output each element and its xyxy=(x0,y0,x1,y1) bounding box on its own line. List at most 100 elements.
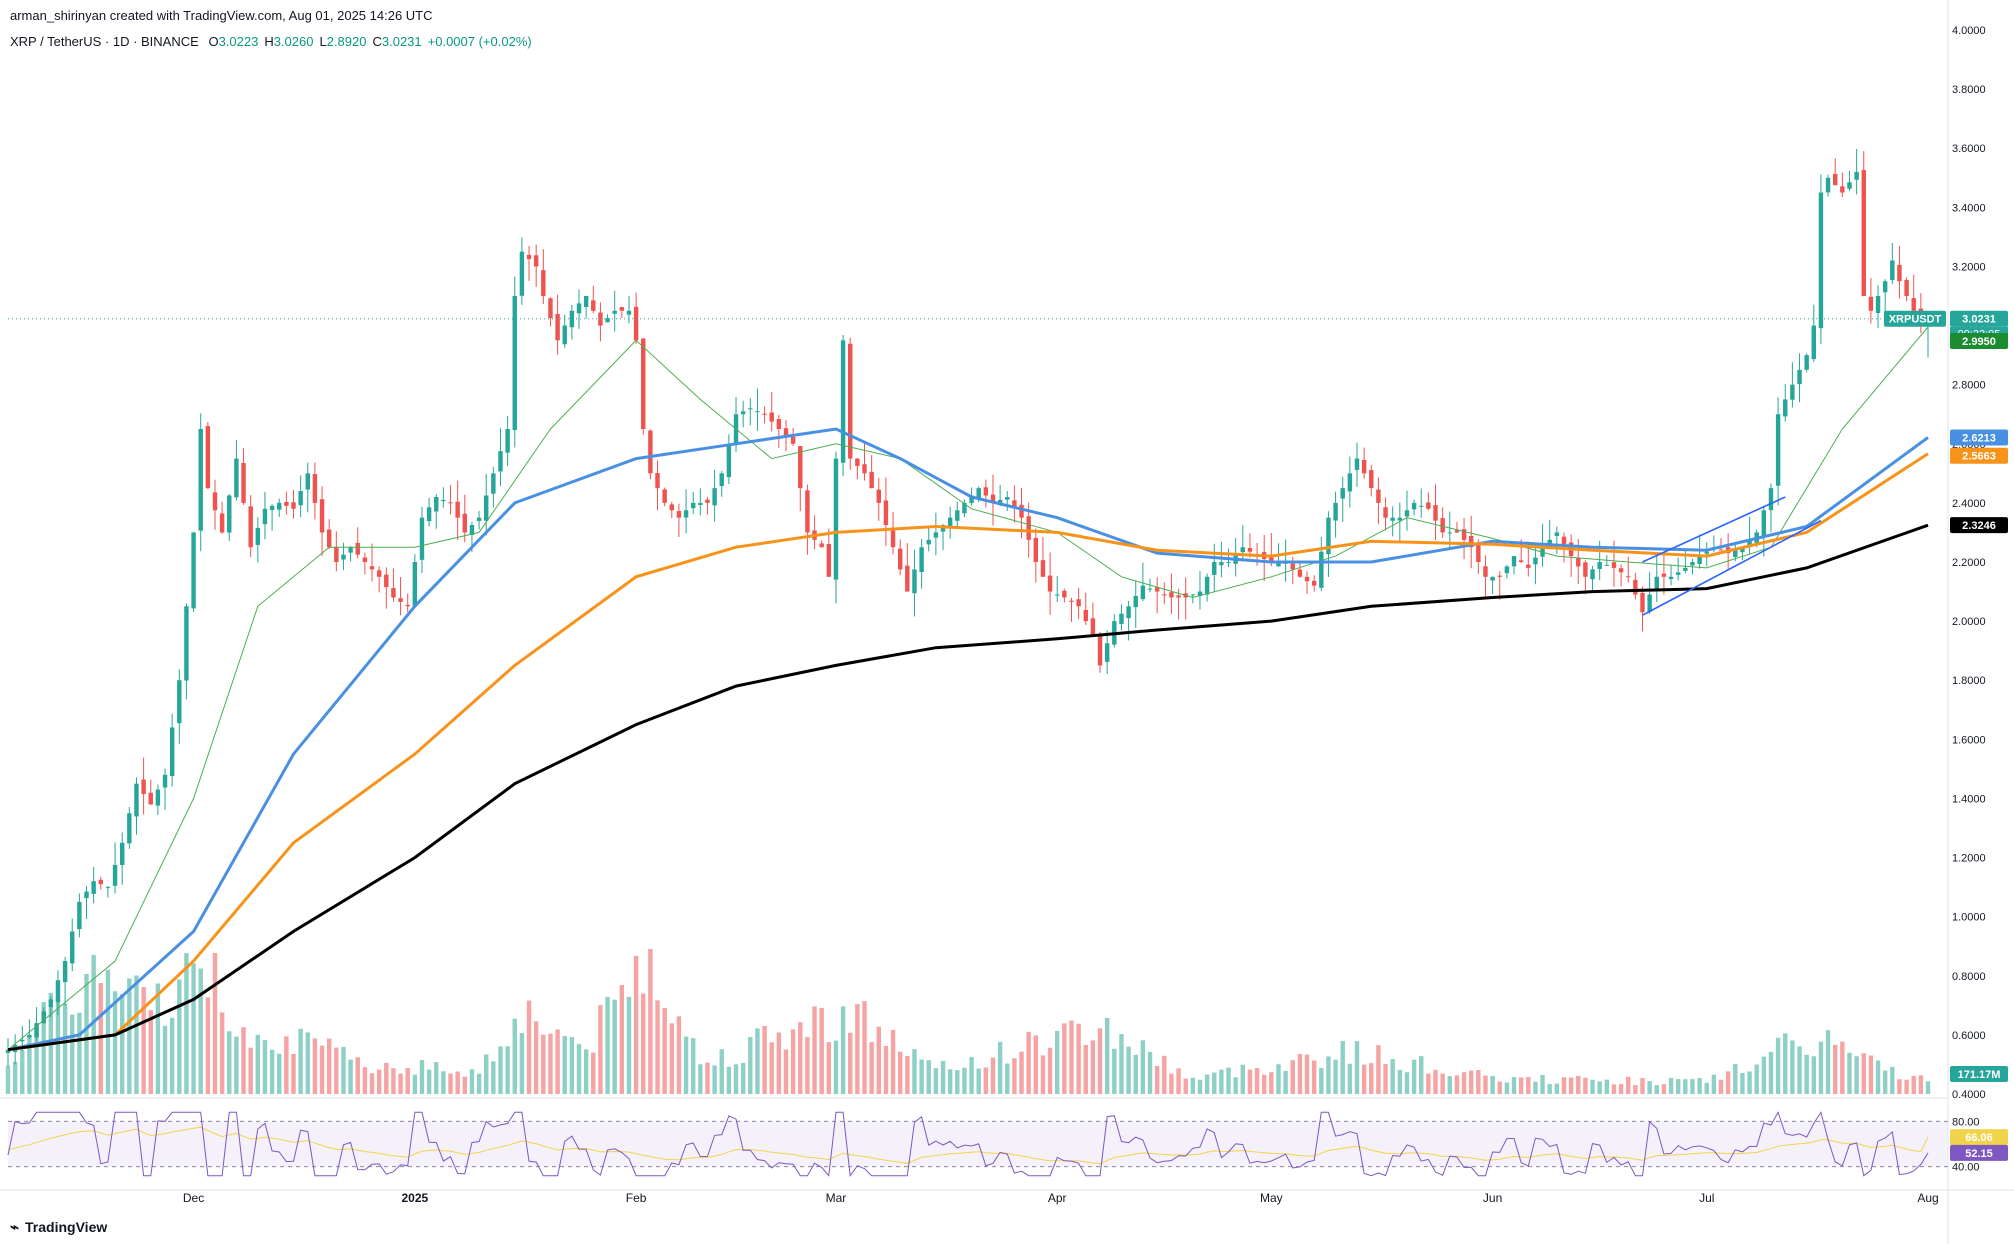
candle-body xyxy=(1333,502,1338,521)
volume-bar xyxy=(1675,1079,1681,1094)
volume-bar xyxy=(84,973,89,1094)
candle-body xyxy=(1247,547,1253,552)
volume-bar xyxy=(1319,1068,1324,1094)
rsi-ma-line xyxy=(7,1126,1929,1165)
volume-bar xyxy=(897,1051,903,1094)
volume-bar xyxy=(569,1037,575,1094)
volume-bar xyxy=(1361,1064,1367,1094)
volume-bar xyxy=(505,1046,510,1094)
candle-body xyxy=(455,501,460,518)
volume-bar xyxy=(962,1067,967,1094)
time-tick-label: Mar xyxy=(826,1191,847,1205)
symbol-line[interactable]: XRP / TetherUS · 1D · BINANCE xyxy=(10,34,199,49)
volume-bar xyxy=(1468,1070,1474,1094)
candle-body xyxy=(1204,576,1210,595)
candle-body xyxy=(148,792,153,805)
volume-bar xyxy=(683,1036,689,1094)
volume-bar xyxy=(1518,1077,1524,1094)
candle-body xyxy=(1440,518,1445,533)
volume-bar xyxy=(1055,1030,1060,1094)
volume-bar xyxy=(1490,1075,1495,1094)
volume-bar xyxy=(1818,1041,1824,1094)
volume-bar xyxy=(819,1007,824,1094)
candle-body xyxy=(605,318,610,323)
candle-body xyxy=(576,303,582,314)
volume-bar xyxy=(833,1040,839,1094)
candle-body xyxy=(1654,576,1659,592)
candle-body xyxy=(512,296,517,430)
volume-bar xyxy=(1554,1083,1560,1094)
candle-body xyxy=(1897,264,1902,282)
candle-body xyxy=(698,502,703,506)
price-tick-label: 0.6000 xyxy=(1952,1030,1986,1042)
price-tick-label: 1.8000 xyxy=(1952,675,1986,687)
candle-body xyxy=(805,490,810,533)
volume-bar xyxy=(1697,1078,1702,1094)
volume-bar xyxy=(1283,1070,1288,1094)
volume-bar xyxy=(1212,1072,1217,1094)
volume-bar xyxy=(12,1061,18,1094)
tradingview-logo[interactable]: ⌁ TradingView xyxy=(10,1218,107,1236)
volume-bar xyxy=(705,1062,710,1094)
volume-bar xyxy=(227,1031,232,1094)
candle-body xyxy=(790,436,796,444)
volume-bar xyxy=(1783,1033,1788,1094)
volume-bar xyxy=(712,1065,717,1094)
volume-bar xyxy=(1604,1079,1610,1094)
candle-body xyxy=(1047,575,1053,592)
time-tick-label: Feb xyxy=(626,1191,647,1205)
candle-body xyxy=(227,495,232,533)
candle-body xyxy=(1433,505,1438,521)
price-tick-label: 0.4000 xyxy=(1952,1089,1986,1101)
candle-body xyxy=(376,570,382,577)
candle-body xyxy=(569,310,575,328)
volume-bar xyxy=(1654,1085,1659,1094)
candle-body xyxy=(1847,182,1852,189)
candle-body xyxy=(1504,566,1510,574)
volume-bar xyxy=(812,1006,817,1094)
volume-bar xyxy=(919,1059,924,1094)
volume-bar xyxy=(1904,1079,1909,1094)
candle-body xyxy=(348,547,353,553)
volume-bar xyxy=(298,1028,303,1094)
candle-body xyxy=(1590,569,1595,580)
candle-body xyxy=(1640,592,1645,613)
time-tick-label: Apr xyxy=(1048,1191,1067,1205)
candle-body xyxy=(1240,547,1246,553)
volume-bar xyxy=(34,1026,39,1094)
candle-body xyxy=(505,429,510,453)
volume-bar xyxy=(1683,1079,1688,1094)
volume-bar xyxy=(1925,1081,1931,1094)
candle-body xyxy=(962,502,967,514)
symbol-info-bar: XRP / TetherUS · 1D · BINANCE O3.0223 H3.… xyxy=(10,34,532,49)
candle-body xyxy=(1033,537,1039,562)
volume-bar xyxy=(1290,1060,1295,1094)
volume-bar xyxy=(348,1059,353,1094)
volume-bar xyxy=(883,1045,889,1094)
candle-body xyxy=(1790,384,1795,400)
volume-bar xyxy=(219,1012,225,1094)
volume-bar xyxy=(1761,1056,1767,1094)
price-tick-label: 1.4000 xyxy=(1952,793,1986,805)
candle-body xyxy=(319,499,325,533)
volume-bar xyxy=(1918,1075,1924,1094)
candle-body xyxy=(141,779,146,795)
tradingview-logo-icon: ⌁ xyxy=(10,1219,20,1236)
volume-bar xyxy=(376,1069,382,1094)
time-tick-label: Jun xyxy=(1483,1191,1502,1205)
candle-body xyxy=(762,413,767,415)
candle-body xyxy=(526,254,532,260)
volume-bar xyxy=(598,1005,603,1094)
candle-body xyxy=(1633,579,1638,595)
candle-body xyxy=(612,310,617,314)
candle-body xyxy=(1818,192,1824,329)
candle-body xyxy=(997,499,1003,503)
volume-bar xyxy=(1019,1051,1024,1094)
price-tick-label: 1.2000 xyxy=(1952,853,1986,865)
candle-body xyxy=(462,513,468,533)
candle-body xyxy=(1761,510,1767,537)
candle-body xyxy=(1626,576,1631,578)
volume-bar xyxy=(1547,1084,1552,1094)
ma50-tag: 2.6213 xyxy=(1962,432,1996,444)
